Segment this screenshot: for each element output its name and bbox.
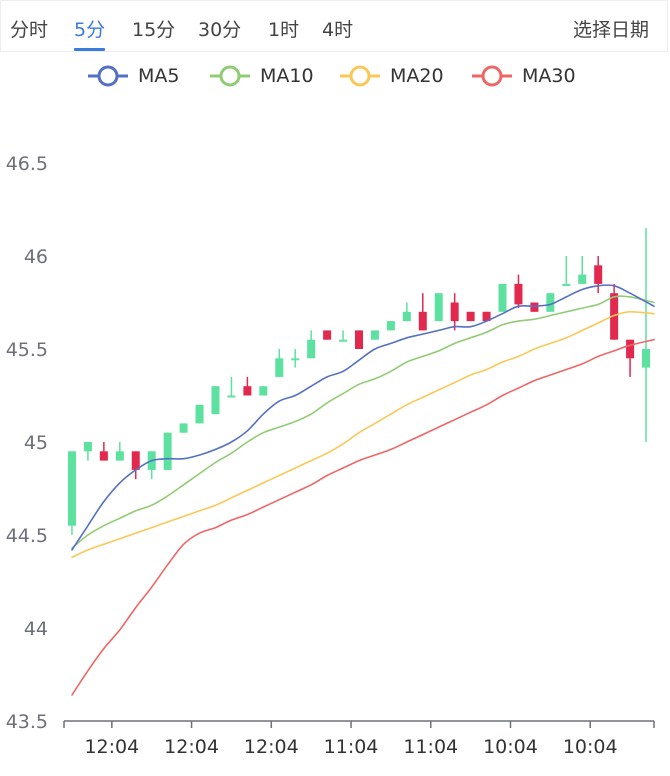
candle-body [514,283,523,305]
candle-body [498,283,507,312]
y-tick-label: 45 [24,432,48,454]
y-tick-label: 46.5 [6,153,48,175]
candle-body [642,349,651,368]
candle-body [227,395,236,398]
legend-item-ma20[interactable]: MA20 [338,62,444,90]
candle-body [355,330,363,349]
x-tick-label: 11:04 [403,736,458,758]
legend-line-circle-icon [88,65,128,87]
tab-4hour[interactable]: 4时 [322,19,354,41]
candle-body [131,451,140,470]
candle-body [179,423,188,433]
x-tick-label: 12:04 [84,736,139,758]
candle-body [83,442,92,452]
active-tab-indicator [74,48,106,51]
legend-line-circle-icon [340,65,380,87]
candle-body [386,321,395,331]
candle-body [275,358,284,377]
x-tick-label: 10:04 [563,736,618,758]
tab-timeshare[interactable]: 分时 [10,19,49,41]
candle-body [466,311,475,322]
candle-body [339,339,348,342]
tab-5min[interactable]: 5分 [74,15,106,51]
candle-body [67,451,76,526]
candle-body [482,311,491,322]
legend-label: MA20 [390,65,444,87]
ma30-line [71,338,655,696]
y-tick-label: 46 [24,246,48,268]
candle-body [370,330,379,340]
legend-item-ma5[interactable]: MA5 [86,62,179,90]
tab-30min[interactable]: 30分 [198,19,242,41]
ma20-line [71,310,655,559]
candle-body [578,274,587,284]
candle-body [418,311,427,331]
candle-body [259,386,268,396]
tab-1hour[interactable]: 1时 [268,19,300,41]
ma10-line [71,295,655,549]
legend-label: MA5 [138,65,180,87]
legend-item-ma30[interactable]: MA30 [470,62,576,90]
tab-15min[interactable]: 15分 [132,19,176,41]
legend-line-circle-icon [472,65,512,87]
y-tick-label: 45.5 [6,339,48,361]
ma5-line [71,284,655,551]
candle-body [163,432,172,470]
x-tick-label: 12:04 [164,736,219,758]
candle-body [323,330,332,340]
select-date-button[interactable]: 选择日期 [572,19,649,41]
y-tick-label: 44.5 [6,525,48,547]
candle-body [546,293,555,312]
tab-5min-label: 5分 [74,19,106,41]
candle-body [115,451,124,461]
candle-body [562,283,571,286]
y-tick-label: 44 [24,618,48,640]
candle-body [530,302,539,312]
x-tick-label: 11:04 [324,736,379,758]
legend-label: MA10 [260,65,314,87]
candle-body [195,404,204,424]
candle-body [450,302,459,322]
candle-body [211,386,220,415]
candle-body [307,339,316,359]
candle-body [99,451,108,461]
legend-line-circle-icon [210,65,250,87]
candle-body [626,339,635,359]
chart-legend: MA5 MA10 MA20 MA30 [0,62,670,90]
candle-body [434,293,443,322]
candle-body [402,311,411,322]
candle-body [594,265,603,284]
candle-body [243,386,252,396]
y-tick-label: 43.5 [6,711,48,733]
legend-label: MA30 [522,65,576,87]
candle-body [610,293,619,340]
x-tick-label: 12:04 [244,736,299,758]
period-tab-bar: 分时 5分 15分 30分 1时 4时 选择日期 [0,0,668,52]
x-tick-label: 10:04 [483,736,538,758]
legend-item-ma10[interactable]: MA10 [208,62,314,90]
candle-body [291,358,300,361]
